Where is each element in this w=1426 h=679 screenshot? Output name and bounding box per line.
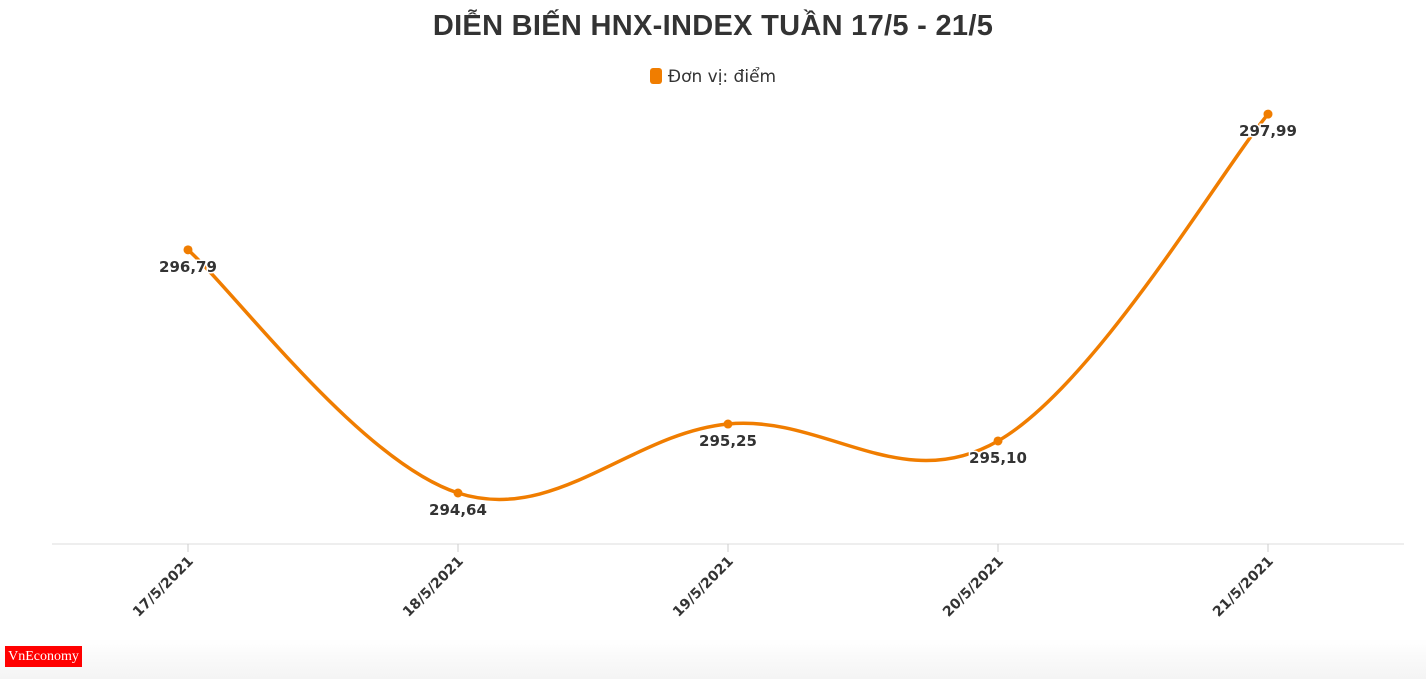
x-tick-label: 17/5/2021 bbox=[130, 554, 197, 621]
vneconomy-logo: VnEconomy bbox=[5, 646, 82, 667]
data-point bbox=[453, 488, 463, 498]
x-tick-label: 18/5/2021 bbox=[400, 554, 467, 621]
data-label: 295,25 bbox=[699, 432, 757, 450]
footer-band bbox=[0, 639, 1426, 679]
x-tick-label: 19/5/2021 bbox=[670, 554, 737, 621]
data-label: 294,64 bbox=[429, 501, 487, 519]
legend: Đơn vị: điểm bbox=[0, 67, 1426, 87]
x-tick-label: 21/5/2021 bbox=[1210, 554, 1277, 621]
legend-label: Đơn vị: điểm bbox=[667, 67, 777, 87]
data-label: 297,99 bbox=[1239, 122, 1297, 140]
data-label: 296,79 bbox=[159, 258, 217, 276]
data-label: 295,10 bbox=[969, 449, 1027, 467]
legend-swatch bbox=[649, 68, 662, 84]
x-tick-label: 20/5/2021 bbox=[940, 554, 1007, 621]
data-point bbox=[183, 245, 193, 255]
data-point bbox=[1263, 109, 1273, 119]
data-point bbox=[993, 436, 1003, 446]
chart-title: DIỄN BIẾN HNX-INDEX TUẦN 17/5 - 21/5 bbox=[432, 10, 994, 42]
data-point bbox=[723, 419, 733, 429]
